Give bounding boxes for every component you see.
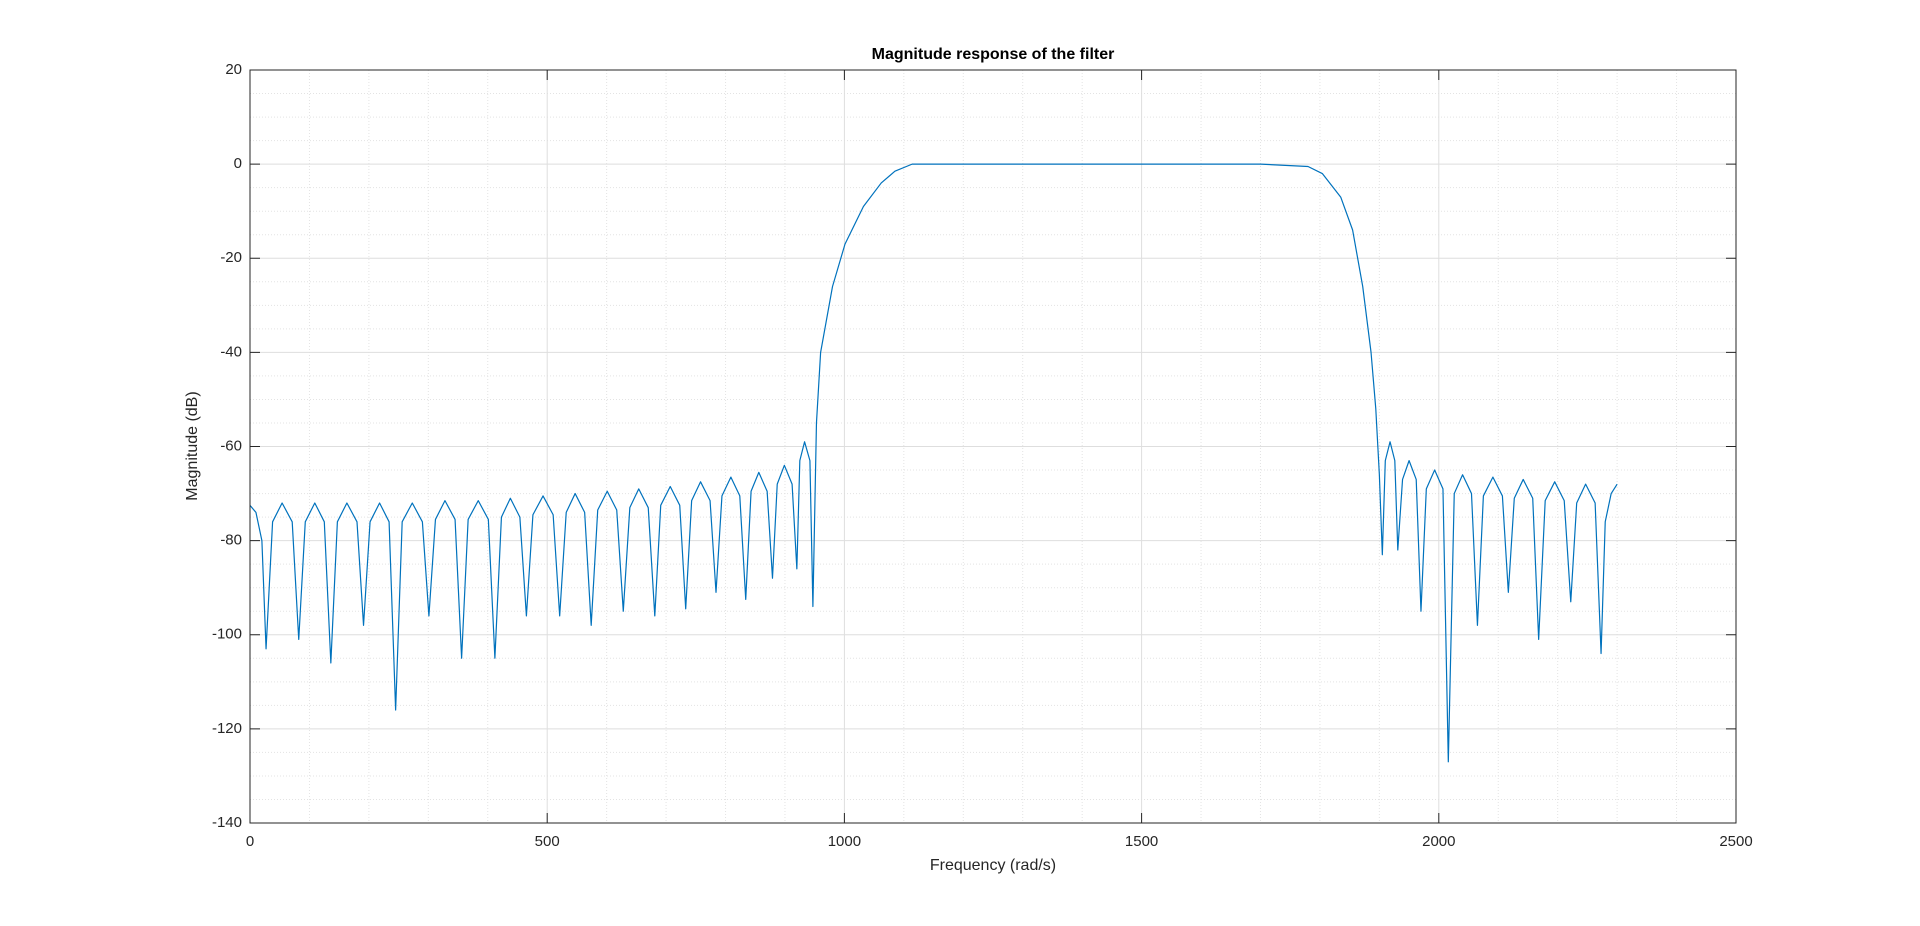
y-tick-label: -60: [220, 437, 242, 454]
chart-title: Magnitude response of the filter: [872, 46, 1115, 63]
y-tick-label: -20: [220, 249, 242, 266]
y-tick-label: -120: [212, 720, 242, 737]
x-tick-label: 1500: [1125, 833, 1158, 850]
y-tick-label: 0: [234, 155, 242, 172]
y-tick-label: -140: [212, 814, 242, 831]
x-tick-label: 2500: [1719, 833, 1752, 850]
y-tick-label: 20: [225, 61, 242, 78]
y-tick-label: -40: [220, 343, 242, 360]
data-line: [249, 163, 1618, 763]
y-axis-label: Magnitude (dB): [184, 391, 201, 500]
y-tick-label: -80: [220, 532, 242, 549]
x-tick-label: 2000: [1422, 833, 1455, 850]
y-tick-label: -100: [212, 626, 242, 643]
x-tick-label: 500: [535, 833, 560, 850]
x-tick-label: 0: [246, 833, 254, 850]
x-tick-label: 1000: [828, 833, 861, 850]
x-axis-label: Frequency (rad/s): [930, 857, 1056, 874]
